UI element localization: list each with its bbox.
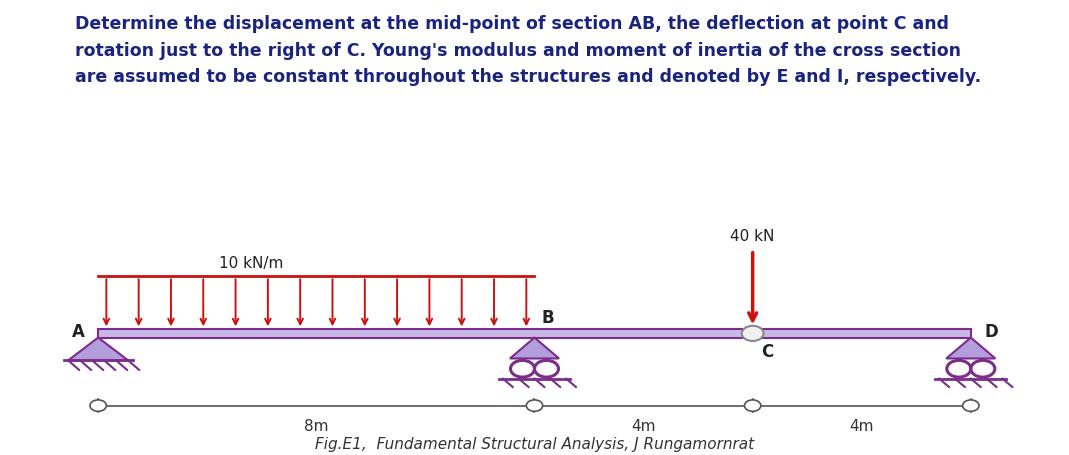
- Circle shape: [742, 326, 763, 341]
- Polygon shape: [946, 338, 995, 359]
- Circle shape: [963, 400, 979, 411]
- Text: 10 kN/m: 10 kN/m: [219, 255, 283, 270]
- Text: A: A: [72, 323, 84, 341]
- Text: Fig.E1,  Fundamental Structural Analysis, J Rungamornrat: Fig.E1, Fundamental Structural Analysis,…: [315, 436, 754, 451]
- Bar: [98, 329, 971, 338]
- Text: 4m: 4m: [850, 418, 874, 433]
- Polygon shape: [68, 338, 128, 360]
- Circle shape: [526, 400, 543, 411]
- Text: B: B: [541, 308, 554, 327]
- Text: Determine the displacement at the mid-point of section AB, the deflection at poi: Determine the displacement at the mid-po…: [75, 15, 981, 86]
- Text: C: C: [761, 342, 773, 360]
- Polygon shape: [510, 338, 559, 359]
- Circle shape: [90, 400, 106, 411]
- Circle shape: [744, 400, 761, 411]
- Text: D: D: [985, 323, 998, 341]
- Text: 8m: 8m: [304, 418, 328, 433]
- Text: 40 kN: 40 kN: [730, 228, 775, 243]
- Text: 4m: 4m: [632, 418, 656, 433]
